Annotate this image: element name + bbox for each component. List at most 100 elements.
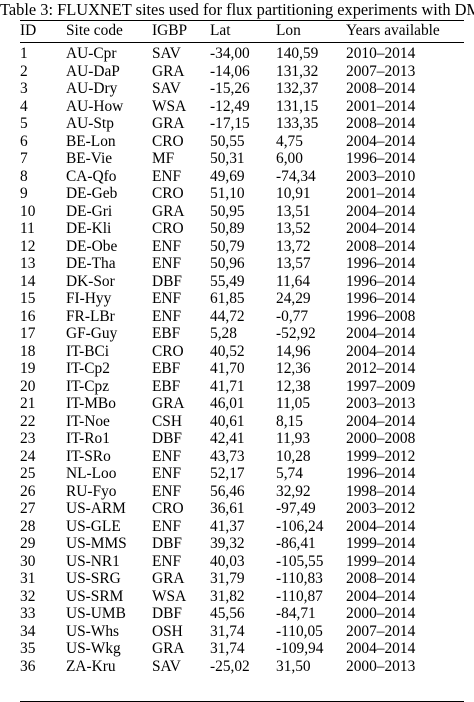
cell-id: 11 [20, 220, 35, 237]
cell-igbp: ENF [152, 465, 182, 482]
cell-lat: 44,72 [210, 307, 245, 325]
table-body: 1 AU-Cpr SAV -34,00 140,59 2010–2014 2 AU-DaP GR… [20, 42, 464, 675]
cell-id: 16 [20, 307, 36, 325]
cell-lat: 40,03 [210, 552, 245, 570]
cell-lon: -110,87 [276, 587, 323, 605]
cell-lon: -84,71 [276, 605, 316, 622]
cell-site-code: FI-Hyy [66, 290, 112, 307]
cell-lon: 12,36 [276, 360, 311, 377]
cell-igbp: DBF [152, 430, 182, 447]
cell-site-code: DE-Geb [66, 185, 118, 202]
table-row: 21 IT-MBo GRA 46,01 11,05 2003–2013 [20, 395, 464, 413]
cell-site-code: BE-Lon [66, 132, 116, 150]
table-row: 35 US-Wkg GRA 31,74 -109,94 2004–2014 [20, 640, 464, 658]
cell-years: 1999–2014 [346, 535, 416, 552]
cell-lat: 31,74 [210, 622, 245, 640]
cell-id: 23 [20, 430, 36, 447]
cell-lon: -110,05 [276, 622, 323, 640]
table-row: 24 IT-SRo ENF 43,73 10,28 1999–2012 [20, 448, 464, 466]
cell-id: 12 [20, 237, 36, 255]
cell-lon: 133,35 [276, 115, 319, 132]
cell-id: 34 [20, 622, 36, 640]
cell-site-code: GF-Guy [66, 325, 118, 342]
cell-site-code: DE-Tha [66, 255, 116, 272]
cell-site-code: AU-Stp [66, 115, 114, 132]
cell-igbp: CRO [152, 132, 184, 150]
cell-site-code: DK-Sor [66, 272, 115, 290]
cell-id: 5 [20, 115, 28, 132]
table-row: 33 US-UMB DBF 45,56 -84,71 2000–2014 [20, 605, 464, 623]
cell-years: 2008–2014 [346, 80, 416, 97]
cell-site-code: DE-Gri [66, 202, 113, 220]
cell-site-code: IT-Ro1 [66, 430, 110, 447]
cell-lat: 43,73 [210, 447, 245, 465]
cell-igbp: ENF [152, 552, 182, 570]
cell-years: 2004–2014 [346, 587, 416, 605]
cell-igbp: MF [152, 150, 175, 167]
cell-lon: 10,28 [276, 447, 311, 465]
cell-lat: 36,61 [210, 500, 245, 517]
cell-lon: 13,51 [276, 202, 311, 220]
cell-lat: 39,32 [210, 535, 245, 552]
cell-site-code: AU-How [66, 97, 124, 115]
cell-years: 2004–2014 [346, 132, 416, 150]
table-row: 19 IT-Cp2 EBF 41,70 12,36 2012–2014 [20, 360, 464, 378]
cell-lat: 31,82 [210, 587, 245, 605]
cell-lon: 140,59 [276, 45, 319, 62]
cell-years: 2003–2012 [346, 500, 416, 517]
cell-lat: 50,79 [210, 237, 245, 255]
cell-years: 1996–2014 [346, 290, 416, 307]
cell-lat: 31,74 [210, 640, 245, 657]
cell-igbp: EBF [152, 360, 181, 377]
cell-site-code: IT-BCi [66, 342, 110, 360]
table-row: 9 DE-Geb CRO 51,10 10,91 2001–2014 [20, 185, 464, 203]
cell-site-code: US-ARM [66, 500, 126, 517]
table-row: 22 IT-Noe CSH 40,61 8,15 2004–2014 [20, 413, 464, 431]
cell-id: 14 [20, 272, 36, 290]
cell-lat: 50,55 [210, 132, 245, 150]
cell-site-code: US-GLE [66, 517, 121, 535]
cell-id: 7 [20, 150, 28, 167]
cell-years: 2000–2014 [346, 605, 416, 622]
cell-lon: 5,74 [276, 465, 303, 482]
cell-id: 21 [20, 395, 36, 412]
cell-lat: 51,10 [210, 185, 245, 202]
cell-id: 35 [20, 640, 36, 657]
cell-lon: 24,29 [276, 290, 311, 307]
cell-years: 2000–2013 [346, 657, 416, 675]
cell-years: 2004–2014 [346, 325, 416, 342]
cell-id: 28 [20, 517, 36, 535]
cell-igbp: ENF [152, 290, 182, 307]
cell-years: 2004–2014 [346, 517, 416, 535]
cell-site-code: CA-Qfo [66, 167, 117, 185]
cell-id: 27 [20, 500, 36, 517]
cell-years: 1996–2008 [346, 307, 416, 325]
cell-lat: -15,26 [210, 80, 250, 97]
cell-id: 26 [20, 482, 36, 500]
table-caption-text: Table 3: FLUXNET sites used for flux par… [0, 0, 474, 19]
column-header-years: Years available [346, 22, 440, 39]
cell-igbp: EBF [152, 325, 181, 342]
cell-id: 10 [20, 202, 36, 220]
cell-lon: 6,00 [276, 150, 303, 167]
cell-lat: 42,41 [210, 430, 245, 447]
cell-site-code: US-MMS [66, 535, 127, 552]
column-header-lon: Lon [276, 22, 301, 39]
table-header: ID Site code IGBP Lat Lon Years availabl… [20, 20, 464, 42]
cell-id: 22 [20, 412, 36, 430]
cell-lat: 52,17 [210, 465, 245, 482]
table-caption: Table 3: FLUXNET sites used for flux par… [0, 0, 474, 20]
cell-id: 13 [20, 255, 36, 272]
cell-lat: 50,89 [210, 220, 245, 237]
cell-igbp: DBF [152, 272, 182, 290]
cell-id: 29 [20, 535, 36, 552]
cell-lon: 32,92 [276, 482, 311, 500]
cell-lat: 50,96 [210, 255, 245, 272]
table-row: 10 DE-Gri GRA 50,95 13,51 2004–2014 [20, 203, 464, 221]
cell-lon: -106,24 [276, 517, 324, 535]
table-row: 28 US-GLE ENF 41,37 -106,24 2004–2014 [20, 518, 464, 536]
cell-site-code: ZA-Kru [66, 657, 116, 675]
cell-id: 18 [20, 342, 36, 360]
cell-site-code: NL-Loo [66, 465, 117, 482]
cell-lat: -12,49 [210, 97, 250, 115]
